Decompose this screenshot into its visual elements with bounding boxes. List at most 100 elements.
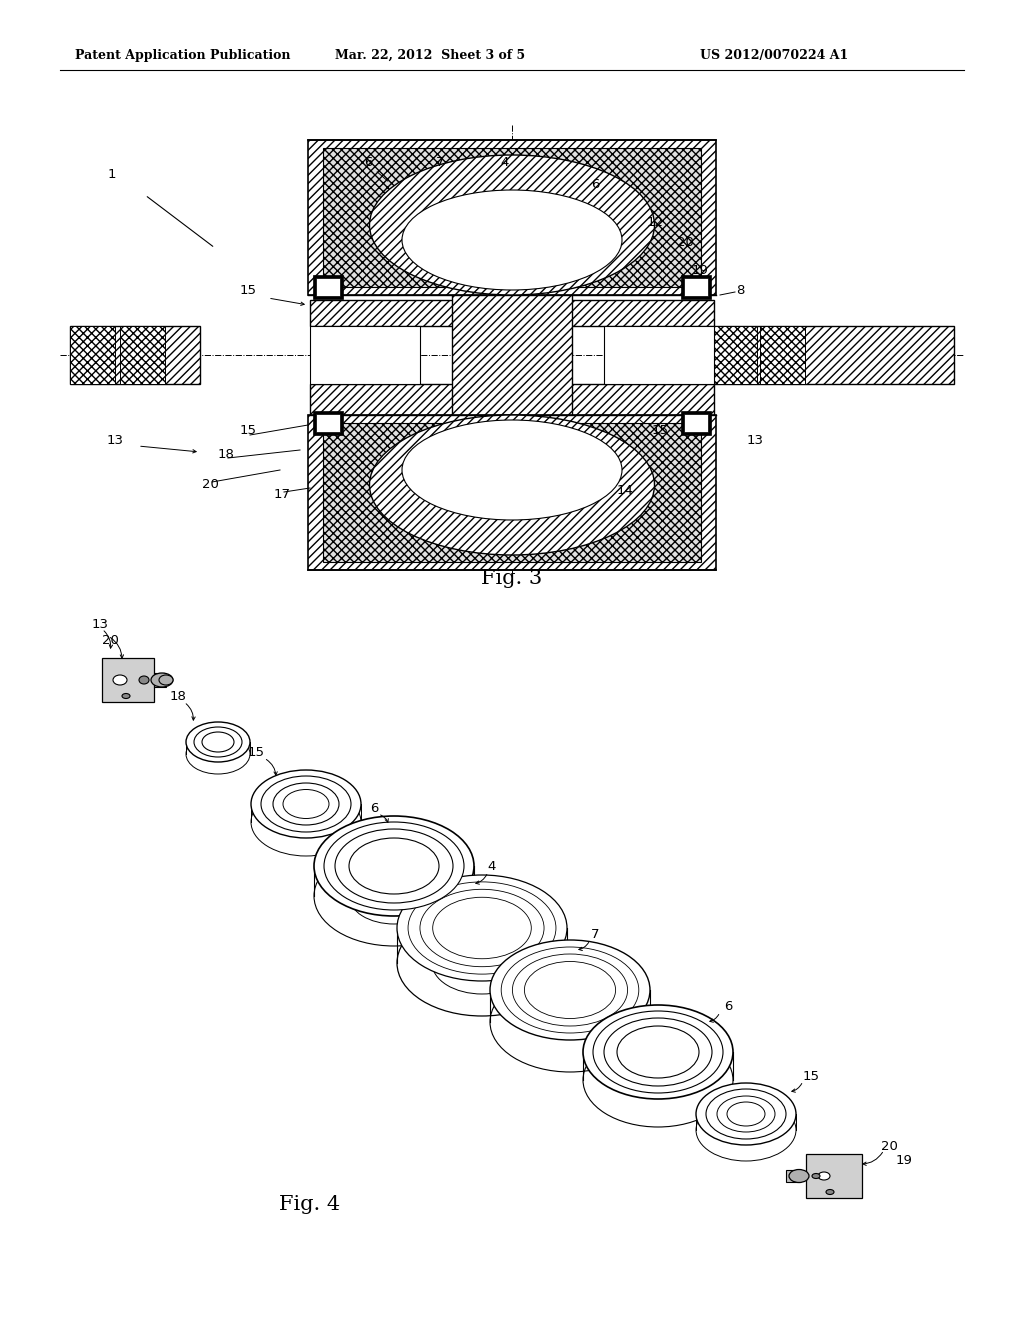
- Ellipse shape: [314, 816, 474, 916]
- Bar: [152, 673, 166, 686]
- Bar: [316, 414, 340, 432]
- Ellipse shape: [583, 1005, 733, 1100]
- Ellipse shape: [501, 946, 639, 1034]
- Text: 15: 15: [248, 746, 264, 759]
- Text: 6: 6: [724, 1001, 732, 1014]
- Text: 17: 17: [273, 488, 291, 502]
- Bar: [120, 326, 165, 384]
- Ellipse shape: [202, 733, 234, 752]
- Bar: [684, 414, 708, 432]
- Bar: [806, 1154, 862, 1199]
- Text: 15: 15: [240, 424, 256, 437]
- Text: 15: 15: [651, 424, 669, 437]
- Bar: [308, 140, 716, 294]
- Ellipse shape: [122, 693, 130, 698]
- Ellipse shape: [420, 890, 544, 966]
- Ellipse shape: [139, 676, 150, 684]
- Bar: [604, 326, 714, 384]
- Ellipse shape: [283, 789, 329, 818]
- Text: 18: 18: [170, 690, 186, 704]
- Text: 20: 20: [101, 634, 119, 647]
- Text: 13: 13: [746, 433, 764, 446]
- Text: 19: 19: [691, 264, 709, 276]
- Text: 20: 20: [202, 479, 218, 491]
- Text: 18: 18: [217, 449, 234, 462]
- Ellipse shape: [194, 727, 242, 756]
- Ellipse shape: [617, 1026, 699, 1078]
- Ellipse shape: [717, 1096, 775, 1133]
- Bar: [316, 279, 340, 296]
- Text: 14: 14: [616, 483, 634, 496]
- Bar: [70, 326, 115, 384]
- Bar: [308, 414, 716, 570]
- Ellipse shape: [790, 1170, 809, 1183]
- Bar: [323, 422, 701, 562]
- Ellipse shape: [402, 190, 622, 290]
- Ellipse shape: [408, 882, 556, 974]
- Bar: [310, 300, 714, 326]
- Ellipse shape: [335, 829, 453, 903]
- Ellipse shape: [370, 154, 654, 294]
- Bar: [310, 326, 420, 384]
- Text: Patent Application Publication: Patent Application Publication: [75, 49, 291, 62]
- Bar: [681, 275, 711, 300]
- Text: Mar. 22, 2012  Sheet 3 of 5: Mar. 22, 2012 Sheet 3 of 5: [335, 49, 525, 62]
- Text: 20: 20: [881, 1139, 897, 1152]
- Ellipse shape: [593, 1011, 723, 1093]
- Bar: [313, 411, 343, 436]
- Text: 15: 15: [240, 284, 256, 297]
- Ellipse shape: [812, 1173, 820, 1179]
- Ellipse shape: [826, 1189, 834, 1195]
- Ellipse shape: [113, 675, 127, 685]
- Text: 20: 20: [677, 236, 693, 249]
- Text: 6: 6: [591, 178, 599, 191]
- Bar: [323, 148, 701, 286]
- Bar: [313, 275, 343, 300]
- Bar: [684, 279, 708, 296]
- Bar: [760, 326, 805, 384]
- Text: US 2012/0070224 A1: US 2012/0070224 A1: [700, 49, 848, 62]
- Ellipse shape: [324, 822, 464, 909]
- Ellipse shape: [524, 961, 615, 1019]
- Ellipse shape: [727, 1102, 765, 1126]
- Text: 1: 1: [108, 169, 117, 181]
- Text: Fig. 3: Fig. 3: [481, 569, 543, 587]
- Text: 15: 15: [803, 1069, 819, 1082]
- Ellipse shape: [512, 954, 628, 1026]
- Ellipse shape: [159, 675, 173, 685]
- Ellipse shape: [186, 722, 250, 762]
- Bar: [310, 384, 714, 420]
- Text: 6: 6: [370, 801, 378, 814]
- Text: Fig. 4: Fig. 4: [280, 1196, 341, 1214]
- Bar: [712, 326, 757, 384]
- Ellipse shape: [696, 1082, 796, 1144]
- Ellipse shape: [490, 940, 650, 1040]
- Text: 12: 12: [646, 215, 664, 228]
- Text: 7: 7: [591, 928, 599, 941]
- Text: 6: 6: [364, 156, 372, 169]
- Ellipse shape: [349, 838, 439, 894]
- Text: 7: 7: [436, 156, 444, 169]
- Bar: [681, 411, 711, 436]
- Ellipse shape: [370, 414, 654, 554]
- Ellipse shape: [706, 1089, 786, 1139]
- Text: 19: 19: [896, 1155, 912, 1167]
- Text: 4: 4: [487, 859, 497, 873]
- Ellipse shape: [604, 1018, 712, 1086]
- Bar: [452, 271, 572, 440]
- Text: 13: 13: [106, 433, 124, 446]
- Ellipse shape: [151, 673, 173, 686]
- Bar: [70, 326, 200, 384]
- Bar: [712, 326, 954, 384]
- Ellipse shape: [433, 898, 531, 958]
- Ellipse shape: [402, 420, 622, 520]
- Text: 13: 13: [91, 619, 109, 631]
- Bar: [102, 657, 154, 702]
- Ellipse shape: [818, 1172, 830, 1180]
- Bar: [786, 1170, 800, 1181]
- Ellipse shape: [251, 770, 361, 838]
- Text: 8: 8: [736, 284, 744, 297]
- Ellipse shape: [397, 875, 567, 981]
- Ellipse shape: [273, 783, 339, 825]
- Ellipse shape: [261, 776, 351, 832]
